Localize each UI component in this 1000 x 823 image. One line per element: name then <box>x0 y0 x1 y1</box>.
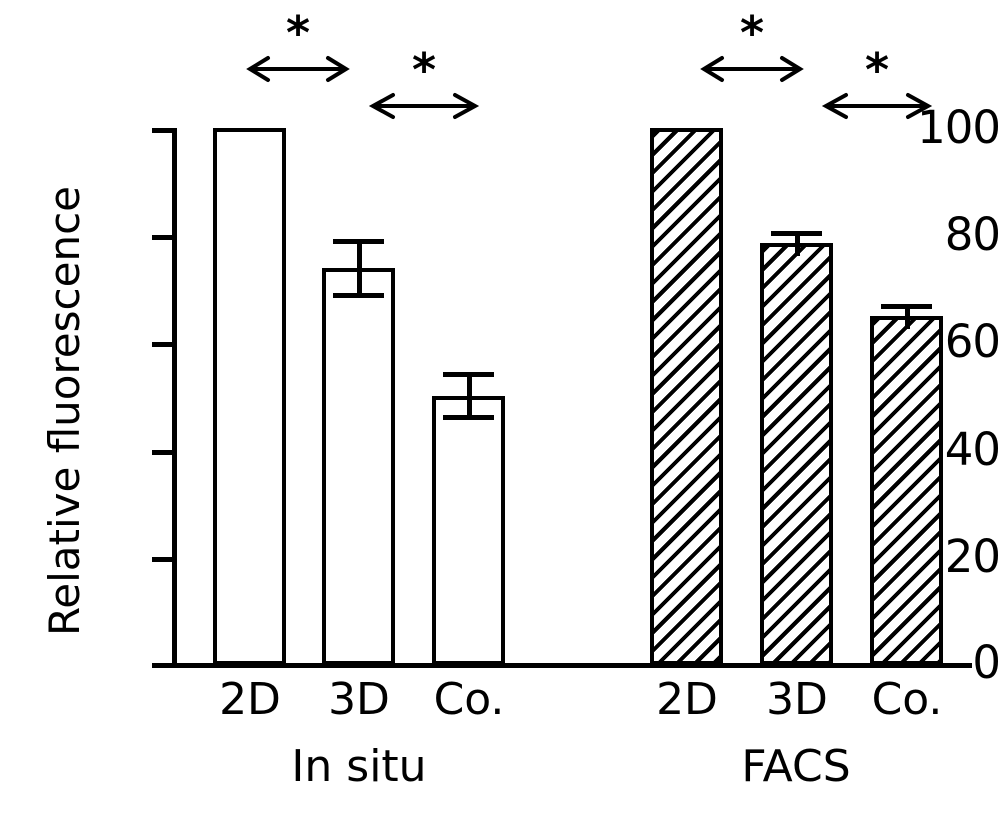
significance-in-situ-2d-3d: * <box>246 10 350 86</box>
significance-asterisk: * <box>739 6 765 60</box>
x-tick-label-facs-3d: 3D <box>766 674 828 725</box>
bar-facs-3d[interactable] <box>760 243 833 665</box>
y-axis-spine <box>172 128 177 668</box>
x-tick-label-in-situ-3d: 3D <box>328 674 390 725</box>
errorbar-stem <box>356 239 362 298</box>
errorbar-facs-3d <box>771 231 822 256</box>
bar-facs-2d[interactable] <box>650 128 723 665</box>
y-tick-label-20: 20 <box>944 530 1000 583</box>
significance-asterisk: * <box>285 6 311 60</box>
y-tick-label-100: 100 <box>917 101 1000 154</box>
group-label-in-situ: In situ <box>291 741 427 792</box>
errorbar-cap-top <box>771 231 822 236</box>
double-arrow-icon <box>246 56 350 82</box>
errorbar-in-situ-co <box>443 372 494 420</box>
y-tick-label-40: 40 <box>944 423 1000 476</box>
y-tick-label-0: 0 <box>972 636 1000 689</box>
double-arrow-icon <box>700 56 804 82</box>
y-tick-80 <box>152 235 173 240</box>
double-arrow-icon <box>368 93 480 119</box>
significance-asterisk: * <box>411 43 437 97</box>
y-tick-100 <box>152 128 173 133</box>
errorbar-stem <box>466 372 472 420</box>
double-arrow-icon <box>821 93 933 119</box>
significance-facs-3d-co: * <box>821 47 933 123</box>
errorbar-facs-co <box>881 304 932 329</box>
errorbar-cap-bottom <box>333 293 384 298</box>
significance-in-situ-3d-co: * <box>368 47 480 123</box>
significance-asterisk: * <box>864 43 890 97</box>
y-tick-20 <box>152 557 173 562</box>
significance-facs-2d-3d: * <box>700 10 804 86</box>
y-tick-60 <box>152 342 173 347</box>
bar-in-situ-3d[interactable] <box>322 268 395 665</box>
x-tick-label-in-situ-co: Co. <box>433 674 505 725</box>
errorbar-cap-top <box>333 239 384 244</box>
y-tick-40 <box>152 450 173 455</box>
y-tick-0 <box>152 663 173 668</box>
y-tick-label-80: 80 <box>944 208 1000 261</box>
bar-in-situ-2d[interactable] <box>213 128 286 665</box>
y-tick-label-60: 60 <box>944 315 1000 368</box>
errorbar-stem <box>904 304 910 329</box>
errorbar-cap-top <box>881 304 932 309</box>
x-tick-label-facs-co: Co. <box>871 674 943 725</box>
x-tick-label-in-situ-2d: 2D <box>219 674 281 725</box>
bar-in-situ-co[interactable] <box>432 396 505 665</box>
x-tick-label-facs-2d: 2D <box>656 674 718 725</box>
errorbar-cap-top <box>443 372 494 377</box>
errorbar-stem <box>794 231 800 256</box>
errorbar-cap-bottom <box>443 415 494 420</box>
x-axis-spine <box>172 663 972 668</box>
errorbar-in-situ-3d <box>333 239 384 298</box>
group-label-facs: FACS <box>741 741 851 792</box>
bar-facs-co[interactable] <box>870 316 943 665</box>
